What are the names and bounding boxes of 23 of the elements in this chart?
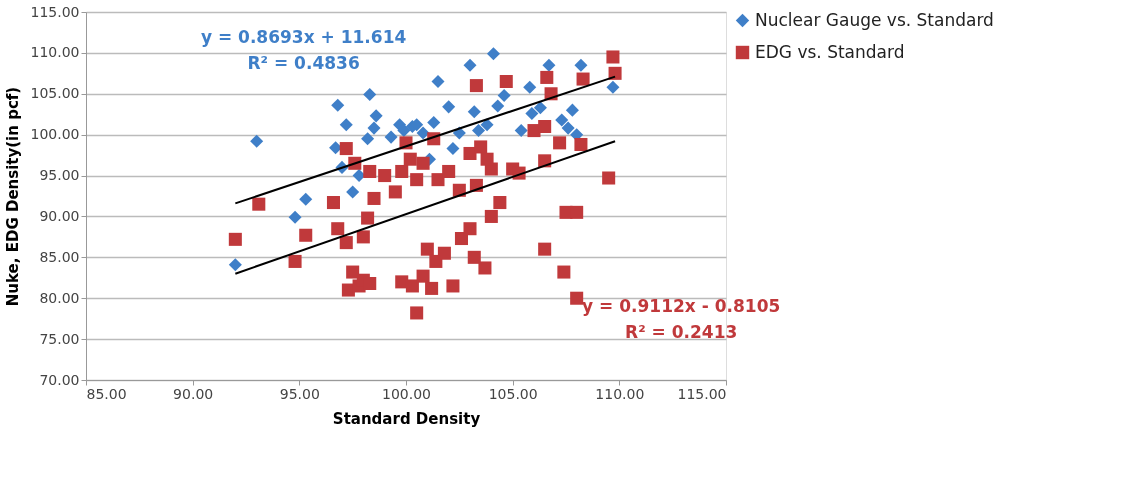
y-tick-label: 115.00 <box>30 3 80 20</box>
x-tick-label: 85.00 <box>86 385 127 402</box>
y-tick-label: 110.00 <box>30 44 80 61</box>
y-tick-label: 100.00 <box>30 126 80 143</box>
y-tick-label: 70.00 <box>39 371 80 388</box>
y-tick-label: 85.00 <box>39 248 80 265</box>
x-tick-label: 115.00 <box>677 385 727 402</box>
y-axis-title: Nuke, EDG Density(in pcf) <box>3 86 22 307</box>
x-tick-label: 100.00 <box>382 385 431 402</box>
annotation: y = 0.9112x - 0.8105 R² = 0.2413 <box>582 296 781 343</box>
y-tick-label: 105.00 <box>30 85 80 102</box>
x-tick-label: 110.00 <box>595 385 645 402</box>
y-tick-label: 95.00 <box>39 167 80 184</box>
x-axis-title: Standard Density <box>332 409 481 428</box>
legend-label: EDG vs. Standard <box>755 41 905 62</box>
legend-label: Nuclear Gauge vs. Standard <box>755 9 994 30</box>
x-tick-label: 95.00 <box>279 385 320 402</box>
annotation: y = 0.8693x + 11.614 R² = 0.4836 <box>200 27 407 74</box>
y-tick-label: 90.00 <box>39 207 80 224</box>
y-tick-label: 80.00 <box>39 289 80 306</box>
x-tick-label: 90.00 <box>173 385 214 402</box>
x-tick-label: 105.00 <box>488 385 538 402</box>
y-tick-label: 75.00 <box>39 330 80 347</box>
